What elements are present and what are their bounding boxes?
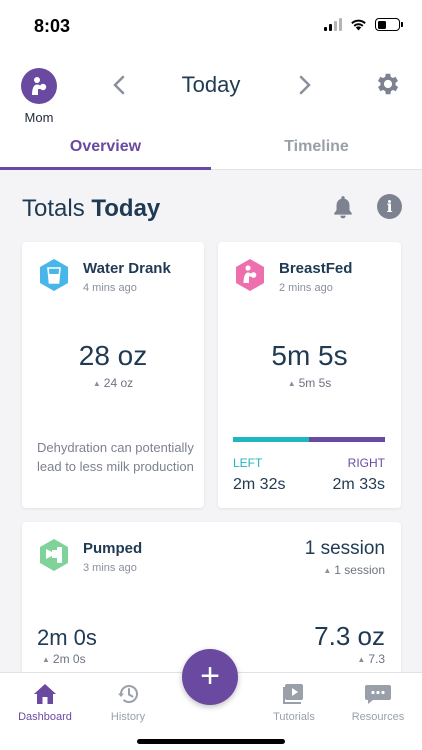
nav-label: Dashboard (18, 711, 72, 723)
profile-switcher[interactable]: Mom (20, 68, 58, 125)
home-indicator (137, 739, 285, 744)
header: Mom Today Overview Timeline (0, 50, 422, 170)
card-subtitle: 4 mins ago (83, 282, 137, 294)
pumped-volume-delta: ▲ 7.3 (357, 652, 385, 666)
side-split-bar (233, 437, 385, 442)
nav-label: History (110, 711, 146, 723)
card-title: Water Drank (83, 260, 171, 277)
breast-pump-icon (40, 539, 68, 571)
section-title: Totals Today (22, 195, 160, 223)
water-total: 28 oz (78, 340, 148, 371)
triangle-up-icon: ▲ (42, 655, 50, 665)
triangle-up-icon: ▲ (357, 655, 366, 665)
history-icon (118, 685, 138, 703)
nav-history[interactable]: History (86, 683, 170, 723)
avatar[interactable] (21, 68, 57, 104)
right-label: RIGHT (347, 456, 385, 470)
tab-active-indicator (0, 167, 211, 170)
mother-baby-icon (32, 77, 47, 95)
triangle-up-icon: ▲ (92, 379, 101, 389)
triangle-up-icon: ▲ (287, 379, 296, 389)
breastfed-total: 5m 5s (271, 340, 348, 371)
signal-icon (324, 18, 342, 31)
section-title-prefix: Totals (22, 195, 85, 222)
nav-resources[interactable]: Resources (336, 683, 420, 723)
tab-divider (0, 169, 422, 170)
left-label: LEFT (233, 456, 263, 470)
chat-icon (365, 685, 391, 704)
status-bar: 8:03 (0, 0, 422, 50)
breastfed-delta-value: 5m 5s (298, 376, 332, 390)
tab-timeline[interactable]: Timeline (284, 138, 349, 155)
nav-label: Tutorials (273, 711, 315, 723)
tab-overview[interactable]: Overview (69, 138, 142, 155)
right-side-fill (309, 437, 385, 442)
water-glass-icon (40, 259, 68, 291)
pumped-volume: 7.3 oz (314, 621, 385, 651)
bottom-nav: Dashboard History Tutorials Resources (0, 672, 422, 750)
nav-tutorials[interactable]: Tutorials (252, 683, 336, 723)
chevron-left-icon[interactable] (112, 72, 126, 100)
breastfed-card[interactable]: BreastFed 2 mins ago 5m 5s ▲ 5m 5s LEFT R… (218, 242, 401, 508)
water-delta-value: 24 oz (103, 376, 134, 390)
left-duration: 2m 32s (233, 476, 286, 493)
water-note: Dehydration can potentially lead to less… (37, 440, 194, 474)
status-time: 8:03 (34, 16, 71, 36)
profile-name: Mom (24, 110, 54, 125)
chevron-right-icon[interactable] (298, 72, 312, 100)
left-side-fill (233, 437, 309, 442)
water-delta: ▲ 24 oz (22, 376, 204, 390)
breastfed-delta: ▲ 5m 5s (218, 376, 401, 390)
home-icon (34, 684, 56, 704)
triangle-up-icon: ▲ (323, 566, 332, 576)
gear-icon[interactable] (374, 70, 402, 98)
breastfeeding-icon (236, 259, 264, 291)
video-icon (283, 684, 303, 704)
card-title: BreastFed (279, 260, 353, 277)
tab-bar: Overview Timeline (0, 132, 422, 170)
pumped-sessions: 1 session (304, 538, 385, 559)
pumped-duration: 2m 0s (37, 625, 97, 650)
section-title-emphasis: Today (91, 195, 161, 222)
right-duration: 2m 33s (332, 476, 385, 493)
pumped-duration-delta: ▲ 2m 0s (42, 652, 86, 666)
status-icons (324, 18, 403, 31)
pumped-sessions-delta: ▲ 1 session (323, 563, 385, 577)
water-card[interactable]: Water Drank 4 mins ago 28 oz ▲ 24 oz Dehy… (22, 242, 204, 508)
bell-icon[interactable] (330, 194, 356, 220)
nav-label: Resources (351, 711, 405, 723)
pumped-sessions-delta-value: 1 session (334, 563, 385, 577)
card-subtitle: 2 mins ago (279, 282, 333, 294)
card-subtitle: 3 mins ago (83, 562, 137, 574)
nav-dashboard[interactable]: Dashboard (3, 683, 87, 723)
add-entry-button[interactable]: + (182, 649, 238, 705)
battery-icon (375, 18, 403, 31)
wifi-icon (351, 19, 366, 31)
date-title: Today (181, 72, 241, 97)
info-icon[interactable]: i (377, 194, 402, 219)
card-title: Pumped (83, 540, 143, 557)
pumped-volume-delta-value: 7.3 (368, 652, 385, 666)
pumped-duration-delta-value: 2m 0s (52, 652, 86, 666)
